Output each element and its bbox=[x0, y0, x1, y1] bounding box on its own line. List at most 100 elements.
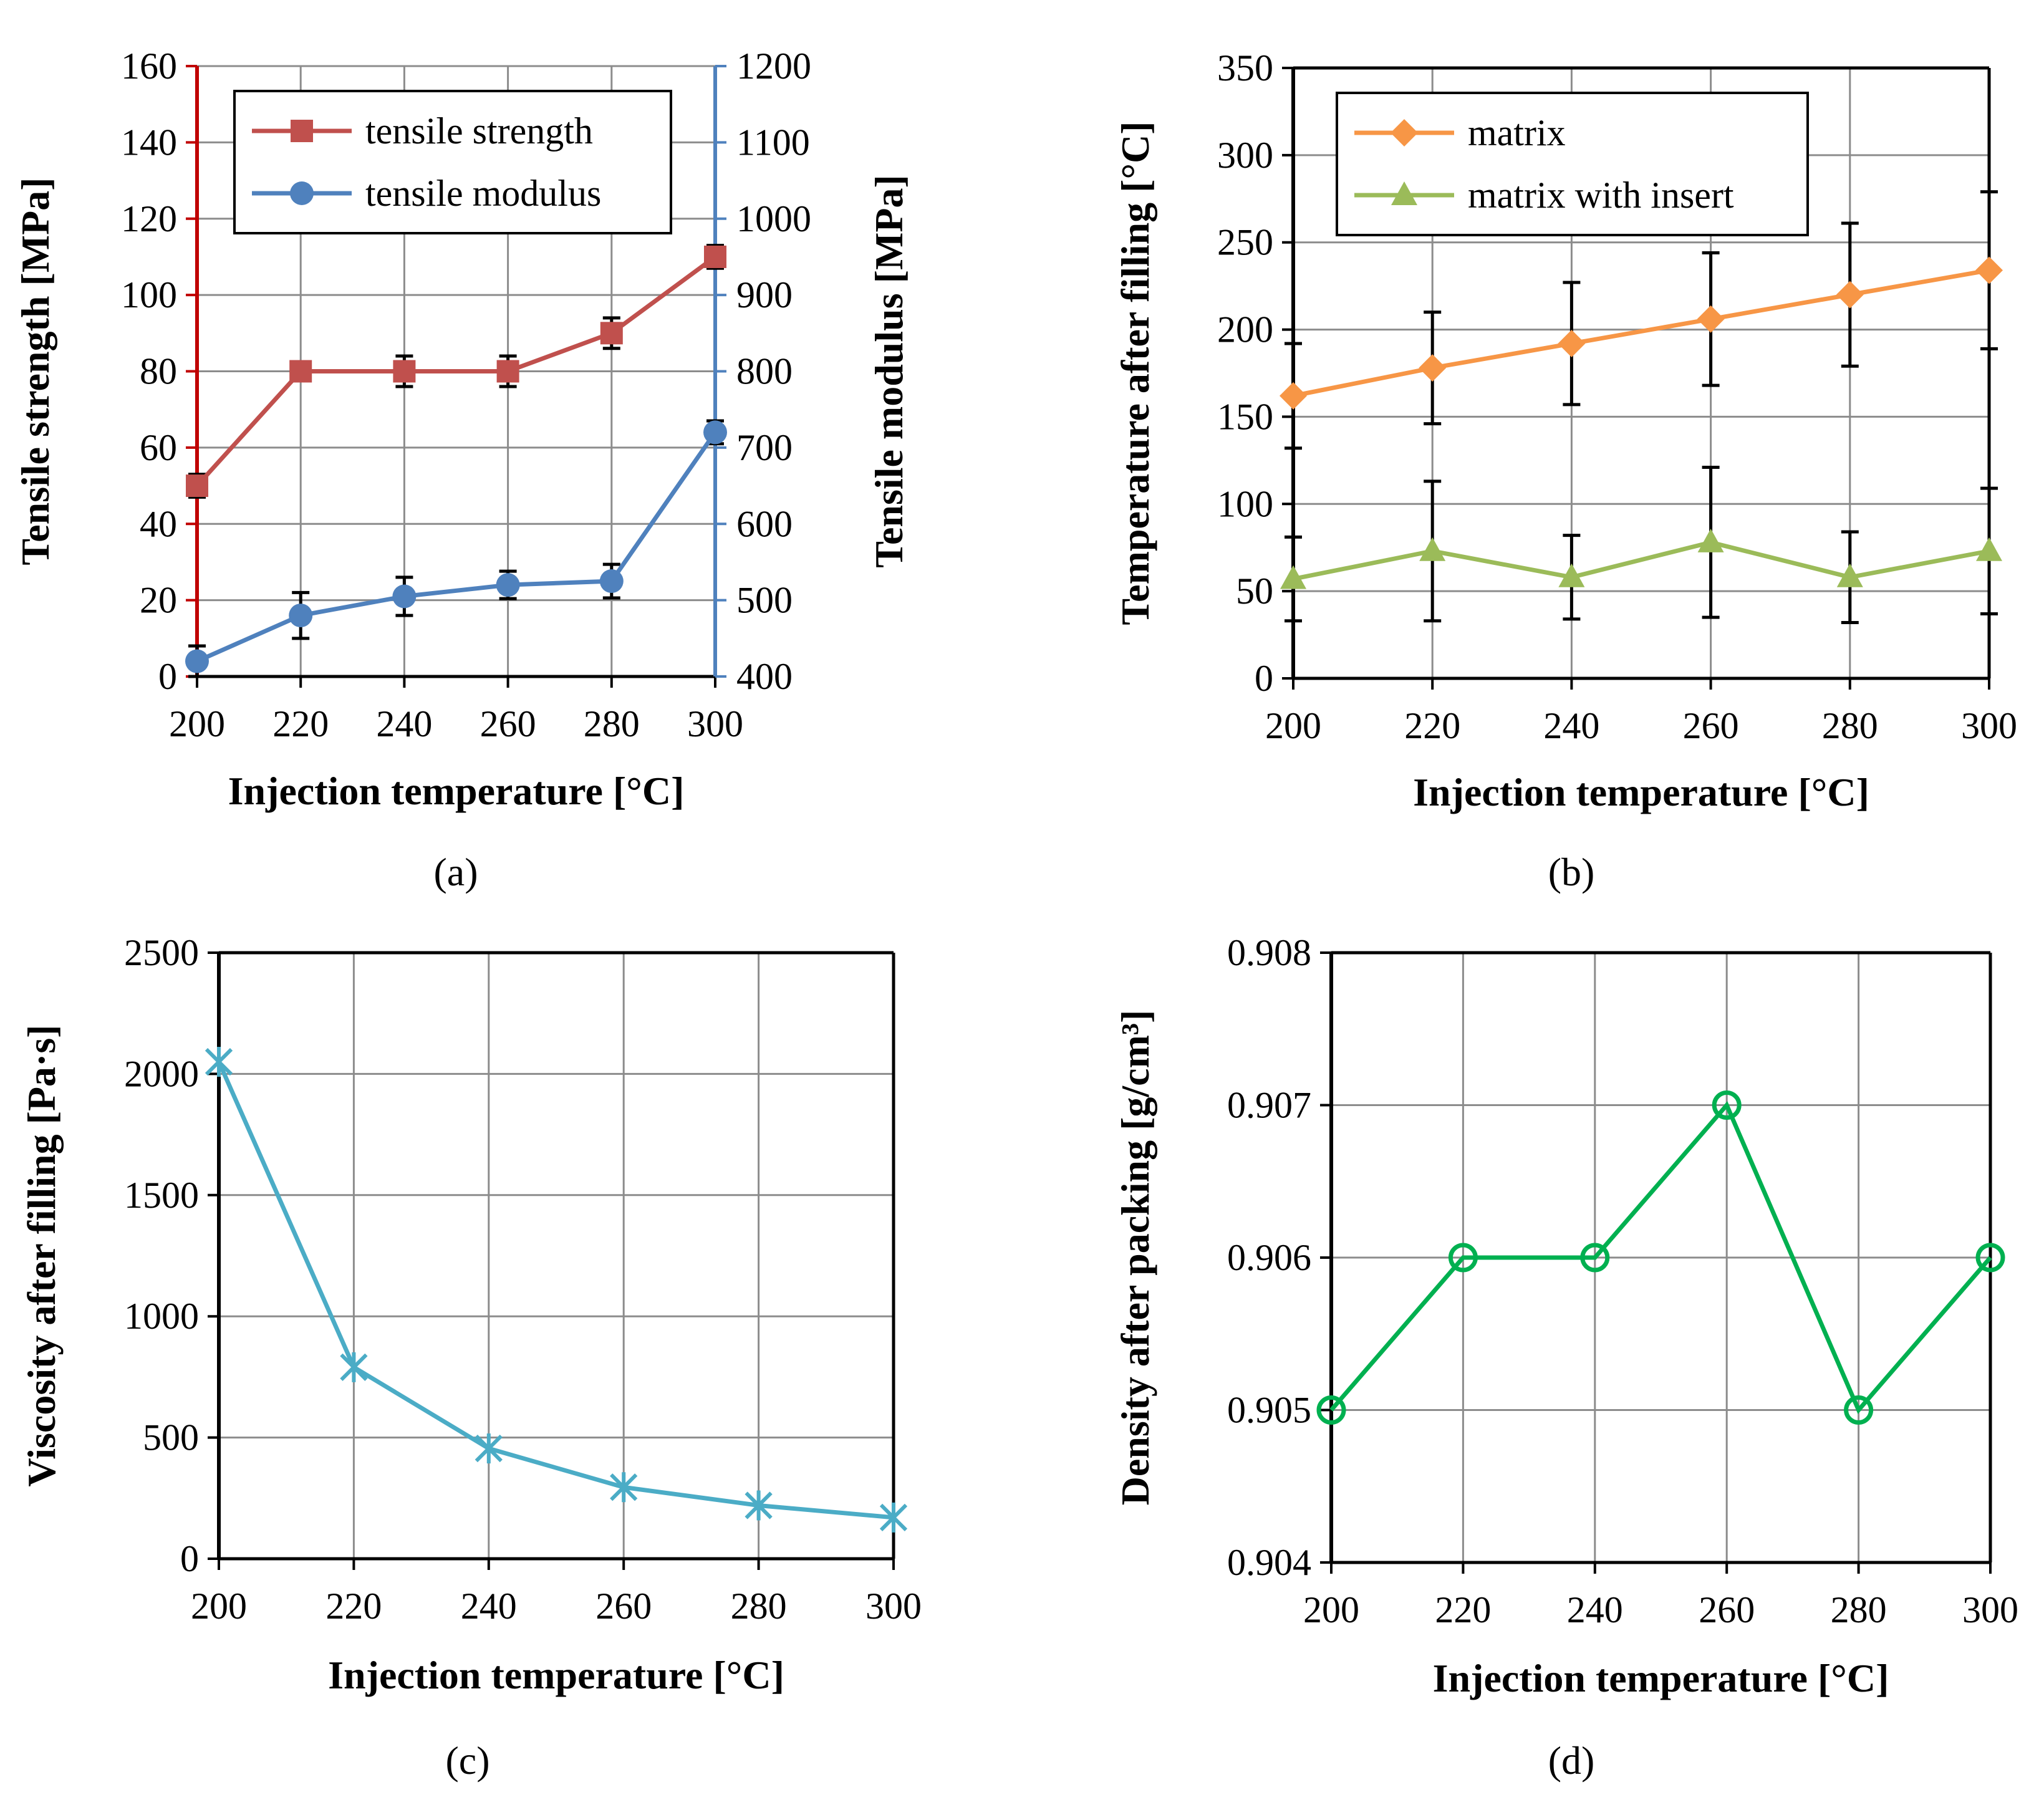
series-1 bbox=[1316, 1090, 2005, 1425]
x-tick-label: 240 bbox=[1543, 705, 1599, 746]
data-point bbox=[1844, 1395, 1874, 1425]
data-point bbox=[1975, 256, 2003, 284]
series-1 bbox=[186, 244, 726, 499]
x-tick-label: 260 bbox=[1699, 1589, 1755, 1630]
legend-item: tensile modulus bbox=[252, 173, 601, 214]
data-point bbox=[1419, 537, 1446, 561]
x-tick-label: 240 bbox=[1567, 1589, 1623, 1630]
data-point bbox=[289, 360, 312, 383]
data-point bbox=[1391, 119, 1418, 147]
y-tick-label: 1500 bbox=[124, 1175, 199, 1216]
series-line bbox=[1329, 1100, 1992, 1415]
data-point bbox=[600, 322, 623, 345]
data-point bbox=[599, 569, 624, 594]
x-tick-label: 260 bbox=[1683, 705, 1739, 746]
legend-item: matrix with insert bbox=[1354, 175, 1734, 216]
data-point bbox=[879, 1502, 908, 1533]
y2-tick-label: 800 bbox=[736, 351, 793, 392]
x-tick-label: 300 bbox=[865, 1586, 922, 1627]
data-point bbox=[1280, 565, 1306, 589]
x-tick-label: 220 bbox=[272, 703, 329, 744]
x-tick-label: 200 bbox=[169, 703, 225, 744]
legend-box bbox=[1336, 92, 1809, 236]
legend: tensile strength tensile modulus bbox=[233, 90, 672, 234]
y-tick-label: 160 bbox=[121, 46, 177, 87]
series-line bbox=[216, 1061, 894, 1520]
legend-label: tensile strength bbox=[365, 110, 593, 152]
data-point bbox=[1975, 1243, 2005, 1273]
chart-panel-2: 200 220 240 260 280 300 0 50 100 150 200 250 300 350 I… bbox=[1113, 47, 2017, 894]
data-point bbox=[1316, 1395, 1346, 1425]
y-tick-label: 100 bbox=[121, 274, 177, 315]
legend-label: matrix bbox=[1468, 112, 1566, 153]
panel-label: (a) bbox=[433, 850, 478, 894]
x-tick-label: 240 bbox=[376, 703, 432, 744]
data-point bbox=[1976, 537, 2002, 561]
data-point bbox=[1419, 354, 1447, 382]
data-point bbox=[291, 120, 313, 142]
data-point bbox=[205, 1046, 233, 1077]
y-tick-label: 80 bbox=[140, 351, 177, 392]
x-axis-label: Injection temperature [°C] bbox=[328, 1653, 784, 1697]
y-tick-label: 0.905 bbox=[1227, 1390, 1311, 1431]
y-tick-label: 100 bbox=[1217, 483, 1273, 524]
x-tick-label: 300 bbox=[1962, 1589, 2018, 1630]
data-point bbox=[393, 360, 416, 383]
x-tick-label: 200 bbox=[1303, 1589, 1359, 1630]
y-axis-label: Viscosity after filling [Pa·s] bbox=[19, 1024, 64, 1486]
legend-box bbox=[233, 90, 672, 234]
data-point bbox=[185, 649, 209, 673]
x-tick-label: 220 bbox=[325, 1586, 382, 1627]
data-point bbox=[1836, 563, 1863, 587]
y-tick-label: 20 bbox=[140, 580, 177, 621]
panel-label: (c) bbox=[445, 1738, 489, 1783]
x-tick-label: 280 bbox=[731, 1586, 787, 1627]
y2-tick-label: 900 bbox=[736, 274, 793, 315]
data-point bbox=[1448, 1243, 1478, 1273]
y-tick-label: 2500 bbox=[124, 932, 199, 973]
data-point bbox=[496, 573, 520, 597]
legend-label: matrix with insert bbox=[1468, 175, 1734, 216]
data-point bbox=[1697, 528, 1724, 552]
y2-tick-label: 1000 bbox=[736, 198, 811, 239]
x-tick-label: 300 bbox=[687, 703, 743, 744]
y2-tick-label: 500 bbox=[736, 580, 793, 621]
x-tick-label: 220 bbox=[1404, 705, 1460, 746]
x-tick-label: 280 bbox=[1822, 705, 1878, 746]
y-tick-label: 120 bbox=[121, 198, 177, 239]
y2-axis-label: Tensile modulus [MPa] bbox=[867, 175, 911, 568]
y2-tick-label: 1100 bbox=[736, 122, 810, 163]
x-axis-label: Injection temperature [°C] bbox=[1413, 770, 1869, 814]
legend: matrix matrix with insert bbox=[1336, 92, 1809, 236]
data-point bbox=[1558, 329, 1586, 357]
data-point bbox=[1580, 1243, 1610, 1273]
y-tick-label: 0 bbox=[1255, 658, 1273, 699]
x-tick-label: 220 bbox=[1435, 1589, 1491, 1630]
x-tick-label: 300 bbox=[1961, 705, 2017, 746]
data-point bbox=[703, 420, 727, 445]
legend-item: tensile strength bbox=[252, 110, 593, 152]
x-tick-label: 260 bbox=[480, 703, 536, 744]
y-tick-label: 60 bbox=[140, 427, 177, 468]
y-tick-label: 0.906 bbox=[1227, 1237, 1311, 1278]
y2-tick-label: 700 bbox=[736, 427, 793, 468]
legend-label: tensile modulus bbox=[365, 173, 601, 214]
y-axis-label: Temperature after filling [°C] bbox=[1113, 121, 1157, 625]
y-tick-label: 0 bbox=[158, 656, 177, 697]
y-tick-label: 140 bbox=[121, 122, 177, 163]
y2-tick-label: 600 bbox=[736, 503, 793, 544]
y2-tick-label: 1200 bbox=[736, 46, 811, 87]
x-tick-label: 280 bbox=[584, 703, 640, 744]
panel-label: (b) bbox=[1548, 850, 1595, 894]
data-point bbox=[290, 181, 314, 205]
data-point bbox=[475, 1433, 503, 1464]
panel-label: (d) bbox=[1548, 1738, 1595, 1783]
y-axis-label: Density after packing [g/cm³] bbox=[1113, 1010, 1157, 1506]
data-point bbox=[745, 1490, 773, 1521]
y-tick-label: 40 bbox=[140, 503, 177, 544]
series-line bbox=[1293, 540, 1990, 581]
chart-panel-4: 200 220 240 260 280 300 0.904 0.905 0.906 0.907 0.… bbox=[1113, 932, 2018, 1783]
x-tick-label: 200 bbox=[1265, 705, 1321, 746]
y-tick-label: 0.908 bbox=[1227, 932, 1311, 973]
